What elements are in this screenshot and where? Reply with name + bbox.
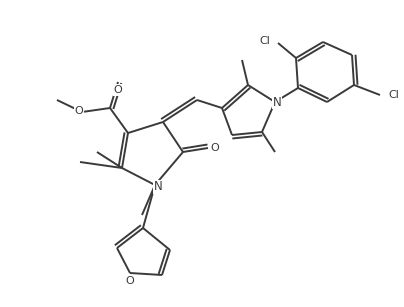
- Text: O: O: [126, 276, 135, 286]
- Text: N: N: [154, 181, 162, 193]
- Text: O: O: [114, 85, 122, 95]
- Text: Cl: Cl: [388, 90, 399, 100]
- Text: O: O: [74, 106, 83, 116]
- Text: N: N: [273, 95, 281, 108]
- Text: O: O: [210, 143, 219, 153]
- Text: Cl: Cl: [259, 36, 270, 46]
